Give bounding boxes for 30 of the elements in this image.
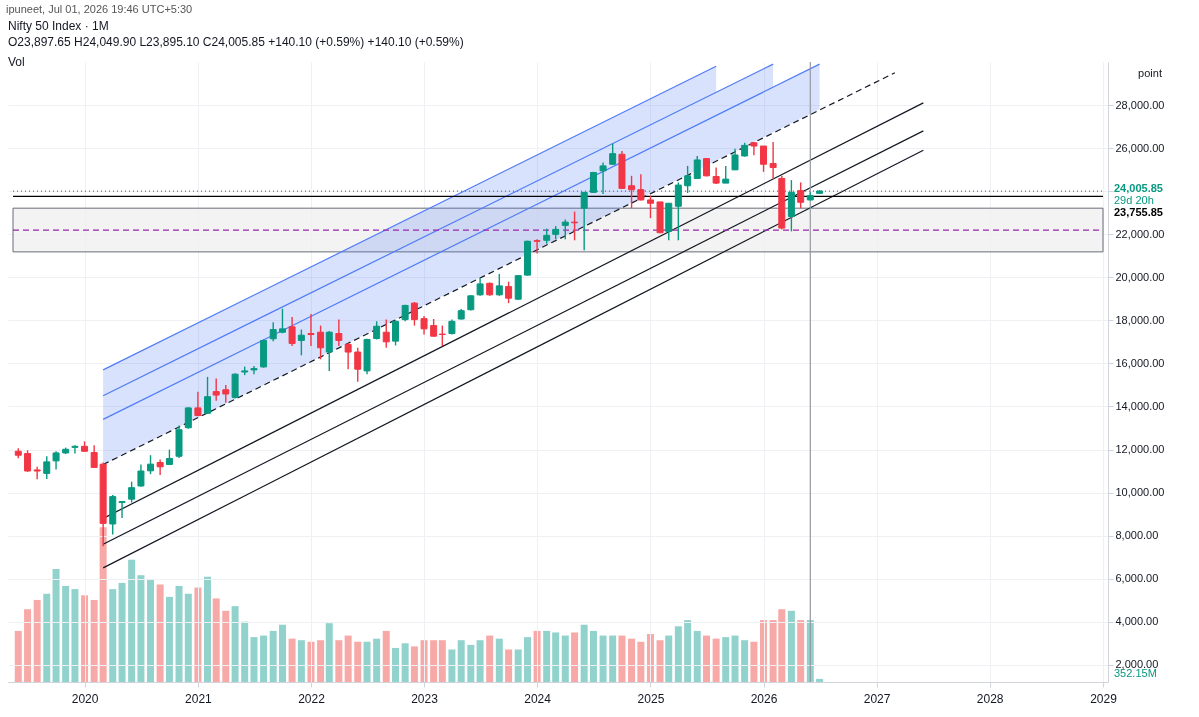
x-tick-label: 2024	[524, 691, 552, 706]
y-tick-label: 20,000.00	[1115, 270, 1165, 283]
x-tick-label: 2022	[298, 691, 326, 706]
x-tick-label: 2026	[750, 691, 778, 706]
y-tick-label: 22,000.00	[1115, 227, 1165, 240]
y-tick-label: 4,000.00	[1115, 615, 1159, 628]
chart-title: Vol	[8, 55, 25, 69]
text: 29d 20h	[1114, 194, 1154, 206]
text: ipuneet, Jul 01, 2026 19:46 UTC+5:30	[6, 3, 193, 15]
ref-line-label: 23,755.85	[1114, 206, 1163, 219]
text: point	[1138, 67, 1162, 79]
y-tick-label: 12,000.00	[1115, 443, 1165, 455]
x-tick-label: 2028	[976, 691, 1004, 706]
chart-title: Nifty 50 Index · 1M	[8, 19, 109, 33]
y-tick-label: 16,000.00	[1115, 356, 1165, 369]
x-tick-label: 2023	[411, 691, 439, 706]
y-tick-label: 6,000.00	[1115, 572, 1159, 585]
y-tick-label: 8,000.00	[1115, 529, 1159, 542]
x-tick-label: 2021	[185, 691, 213, 706]
y-tick-label: 10,000.00	[1115, 486, 1165, 499]
x-tick-label: 2027	[863, 691, 891, 706]
ref-line-label: 24,005.85	[1114, 182, 1163, 195]
y-tick-label: 26,000.00	[1115, 141, 1165, 154]
x-tick-label: 2020	[71, 691, 99, 706]
y-tick-label: 28,000.00	[1115, 98, 1165, 111]
x-tick-label: 2029	[1090, 691, 1118, 706]
chart-subtitle: O23,897.65 H24,049.90 L23,895.10 C24,005.85 +140.10 (+0.59%) +140.10 (+0.59%)	[8, 35, 464, 49]
y-tick-label: 18,000.00	[1115, 313, 1165, 326]
y-tick-label: 14,000.00	[1115, 399, 1165, 412]
x-tick-label: 2025	[637, 691, 665, 706]
